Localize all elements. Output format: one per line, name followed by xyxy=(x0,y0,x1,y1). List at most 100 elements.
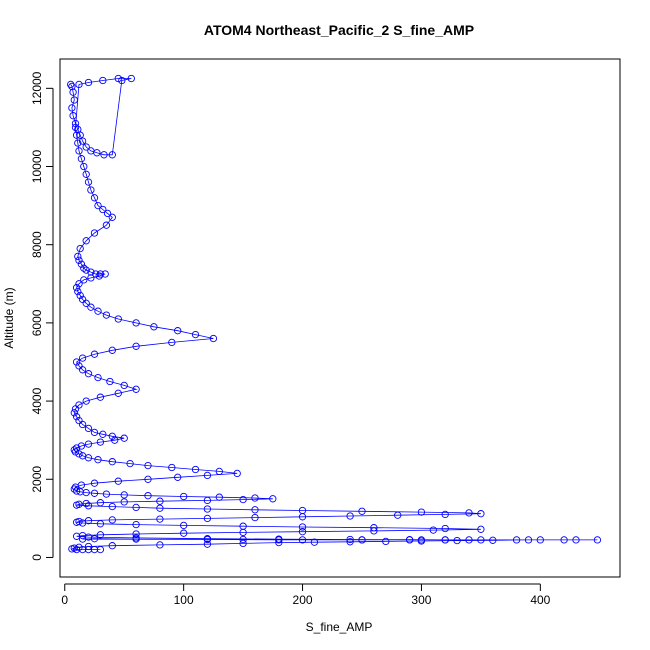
data-point xyxy=(74,252,82,261)
x-tick-label: 100 xyxy=(174,593,194,607)
data-point xyxy=(126,459,134,468)
data-point xyxy=(84,178,93,186)
data-point xyxy=(358,507,366,515)
data-point xyxy=(99,205,107,214)
y-axis-label: Altitude (m) xyxy=(2,287,16,348)
data-point xyxy=(132,530,140,538)
data-point xyxy=(82,488,90,497)
data-point xyxy=(465,536,473,544)
data-point xyxy=(120,498,128,506)
data-point xyxy=(120,381,128,390)
data-point xyxy=(84,440,93,448)
data-point xyxy=(84,454,93,462)
data-point xyxy=(298,513,307,521)
data-point xyxy=(394,511,402,519)
data-point xyxy=(560,536,568,544)
data-point xyxy=(90,545,99,554)
x-tick-label: 300 xyxy=(411,593,431,607)
data-point xyxy=(114,74,122,83)
data-point xyxy=(120,491,128,499)
y-tick-label: 6000 xyxy=(30,309,44,336)
data-point xyxy=(132,385,140,393)
data-point xyxy=(593,536,602,544)
data-point xyxy=(82,397,90,405)
data-point xyxy=(82,299,90,307)
data-point xyxy=(95,272,103,280)
data-point xyxy=(75,147,83,155)
data-point xyxy=(251,506,259,514)
data-point xyxy=(70,485,78,493)
data-point xyxy=(74,139,82,147)
y-tick-label: 2000 xyxy=(30,466,44,493)
data-point xyxy=(191,330,200,339)
data-point xyxy=(405,536,414,544)
data-point xyxy=(215,467,223,476)
data-point xyxy=(108,542,116,550)
data-point xyxy=(96,393,105,401)
data-point xyxy=(156,504,164,512)
data-point xyxy=(75,80,83,89)
data-point xyxy=(108,151,116,159)
data-point xyxy=(180,521,188,530)
data-point xyxy=(94,307,102,315)
data-point xyxy=(82,499,90,508)
data-point xyxy=(174,327,182,335)
data-point xyxy=(76,244,84,253)
data-point xyxy=(298,523,307,531)
data-point xyxy=(84,78,93,87)
data-point xyxy=(100,151,108,159)
data-point xyxy=(346,535,354,544)
data-point xyxy=(441,510,449,519)
data-point xyxy=(77,442,86,450)
data-point xyxy=(99,430,107,438)
data-point xyxy=(132,520,140,529)
data-point xyxy=(87,274,95,282)
y-tick-label: 12000 xyxy=(30,71,44,105)
data-point xyxy=(156,541,164,549)
data-point xyxy=(96,545,105,554)
data-point xyxy=(82,143,90,151)
data-point xyxy=(132,535,140,543)
data-point xyxy=(127,74,135,83)
data-point xyxy=(69,88,77,96)
y-tick-label: 4000 xyxy=(30,387,44,414)
data-point xyxy=(72,284,81,292)
data-point xyxy=(70,96,78,104)
y-axis: 0 2000 4000 6000 8000 10000 12000 xyxy=(30,71,54,561)
data-point xyxy=(108,432,116,440)
data-point xyxy=(269,495,277,503)
data-point xyxy=(310,538,319,546)
data-point xyxy=(203,496,212,505)
data-point xyxy=(382,537,390,546)
data-point xyxy=(96,270,105,278)
data-point xyxy=(70,446,78,454)
data-point xyxy=(489,536,497,544)
data-point xyxy=(132,503,140,512)
data-point xyxy=(67,80,75,89)
data-point xyxy=(82,266,90,274)
data-point xyxy=(572,536,580,544)
data-point xyxy=(102,311,111,319)
data-point xyxy=(80,162,88,171)
data-point xyxy=(78,545,87,554)
data-point xyxy=(358,536,366,544)
data-point xyxy=(108,502,116,511)
x-axis: 0 100 200 300 400 xyxy=(61,583,551,607)
data-point xyxy=(239,528,247,537)
data-point xyxy=(111,436,119,444)
data-point xyxy=(90,535,99,543)
data-point xyxy=(251,513,259,522)
data-point xyxy=(72,413,81,421)
data-point xyxy=(78,420,87,429)
data-point xyxy=(71,405,80,413)
data-point xyxy=(72,487,81,495)
data-point xyxy=(96,520,105,528)
data-point xyxy=(477,510,485,518)
data-point xyxy=(75,280,83,288)
data-point xyxy=(298,528,307,536)
data-point xyxy=(108,516,116,524)
data-point xyxy=(275,536,283,544)
data-point xyxy=(180,492,188,501)
data-point xyxy=(68,104,76,112)
